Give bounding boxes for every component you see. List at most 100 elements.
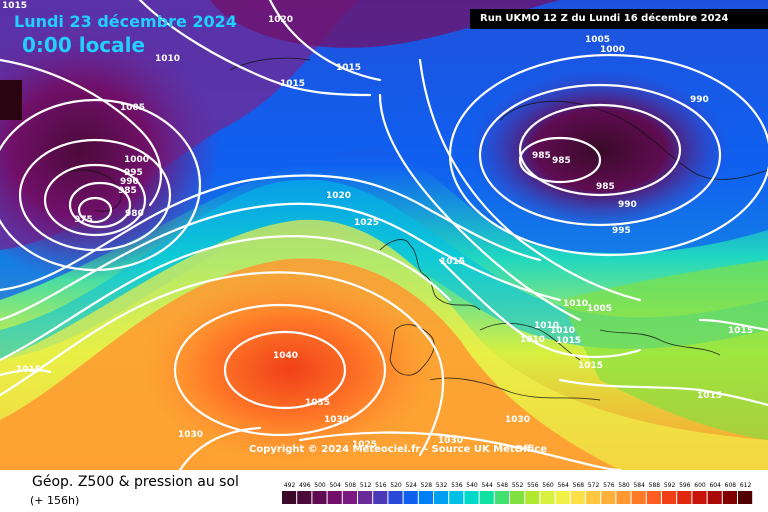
scale-tick-label: 552 <box>512 482 524 489</box>
scale-tick-label: 496 <box>299 482 311 489</box>
scale-tick-label: 560 <box>542 482 554 489</box>
band-green-east <box>560 260 768 440</box>
scale-swatch <box>662 491 677 504</box>
isobar-label: 1015 <box>2 1 27 11</box>
isobar-label: 1005 <box>585 35 610 45</box>
isobar-label: 1015 <box>280 79 305 89</box>
isobar-label: 1010 <box>520 335 545 345</box>
scale-tick-label: 568 <box>573 482 585 489</box>
isobar-label: 1020 <box>326 191 351 201</box>
dark-corner <box>0 80 22 120</box>
scale-swatch <box>449 491 464 504</box>
scale-swatch <box>510 491 525 504</box>
scale-swatch <box>342 491 357 504</box>
scale-swatch <box>677 491 692 504</box>
scale-swatch <box>525 491 540 504</box>
scale-tick-label: 548 <box>497 482 509 489</box>
isobar-label: 990 <box>120 177 139 187</box>
isobar-label: 1040 <box>273 351 298 361</box>
isobar-label: 1010 <box>534 321 559 331</box>
forecast-offset: (+ 156h) <box>30 494 80 507</box>
isobar-label: 980 <box>125 209 144 219</box>
scale-swatch <box>540 491 555 504</box>
scale-swatch <box>479 491 494 504</box>
isobar-label: 975 <box>74 215 93 225</box>
scale-swatch <box>358 491 373 504</box>
scale-tick-label: 608 <box>725 482 737 489</box>
scale-swatch <box>570 491 585 504</box>
scale-tick-label: 500 <box>314 482 326 489</box>
copyright-text: Copyright © 2024 Meteociel.fr - Source U… <box>249 444 548 455</box>
isobar-label: 1010 <box>155 54 180 64</box>
geopotential-map: 1015 1010 1020 1015 1015 1005 1000 995 9… <box>0 0 768 470</box>
isobar-label: 1015 <box>556 336 581 346</box>
scale-swatch <box>494 491 509 504</box>
scale-swatch <box>418 491 433 504</box>
isobar-label: 995 <box>612 226 631 236</box>
isobar-label: 995 <box>124 168 143 178</box>
scale-swatch <box>297 491 312 504</box>
scale-swatch <box>282 491 297 504</box>
scale-swatch <box>586 491 601 504</box>
scale-swatch <box>464 491 479 504</box>
scale-tick-label: 540 <box>466 482 478 489</box>
isobar-label: 1015 <box>336 63 361 73</box>
isobar-label: 985 <box>552 156 571 166</box>
scale-tick-label: 492 <box>284 482 296 489</box>
scale-tick-label: 532 <box>436 482 448 489</box>
scale-swatch <box>388 491 403 504</box>
forecast-date: Lundi 23 décembre 2024 <box>14 12 237 31</box>
isobar-label: 1015 <box>16 365 41 375</box>
scale-tick-label: 580 <box>618 482 630 489</box>
scale-tick-label: 536 <box>451 482 463 489</box>
scale-tick-label: 528 <box>421 482 433 489</box>
scale-swatch <box>555 491 570 504</box>
scale-tick-label: 604 <box>709 482 721 489</box>
scale-tick-label: 584 <box>633 482 645 489</box>
scale-swatch <box>373 491 388 504</box>
scale-tick-label: 612 <box>740 482 752 489</box>
isobar-label: 1030 <box>438 436 463 446</box>
isobar-label: 1025 <box>352 440 377 450</box>
isobar-label: 1025 <box>354 218 379 228</box>
scale-tick-label: 520 <box>390 482 402 489</box>
scale-tick-label: 524 <box>405 482 417 489</box>
scale-tick-label: 572 <box>588 482 600 489</box>
scale-tick-label: 508 <box>345 482 357 489</box>
scale-tick-label: 556 <box>527 482 539 489</box>
isobar-label: 1030 <box>178 430 203 440</box>
scale-swatch <box>327 491 342 504</box>
isobar-label: 1015 <box>578 361 603 371</box>
isobar-label: 985 <box>596 182 615 192</box>
scale-tick-label: 576 <box>603 482 615 489</box>
isobar-label: 990 <box>618 200 637 210</box>
scale-swatch <box>722 491 737 504</box>
isobars <box>0 0 768 470</box>
scale-swatch <box>601 491 616 504</box>
scale-swatch <box>707 491 722 504</box>
scale-swatch <box>312 491 327 504</box>
forecast-time: 0:00 locale <box>22 33 146 57</box>
scale-tick-label: 564 <box>557 482 569 489</box>
isobar-label: 1015 <box>697 391 722 401</box>
scale-tick-label: 512 <box>360 482 372 489</box>
isobar-label: 1020 <box>268 15 293 25</box>
isobar-label: 985 <box>118 186 137 196</box>
scale-swatch <box>631 491 646 504</box>
scale-swatch <box>738 491 753 504</box>
isobar-label: 1015 <box>728 326 753 336</box>
isobar-label: 1030 <box>324 415 349 425</box>
scale-tick-label: 596 <box>679 482 691 489</box>
isobar-label: 1000 <box>600 45 625 55</box>
scale-tick-label: 544 <box>481 482 493 489</box>
isobar-label: 1000 <box>124 155 149 165</box>
scale-swatch <box>692 491 707 504</box>
isobar-label: 1035 <box>305 398 330 408</box>
isobar-label: 1015 <box>440 257 465 267</box>
coastlines <box>59 57 768 401</box>
isobar-label: 1010 <box>563 299 588 309</box>
scale-tick-label: 592 <box>664 482 676 489</box>
isobar-labels: 1015 1010 1020 1015 1015 1005 1000 995 9… <box>2 1 753 450</box>
isobar-label: 990 <box>690 95 709 105</box>
